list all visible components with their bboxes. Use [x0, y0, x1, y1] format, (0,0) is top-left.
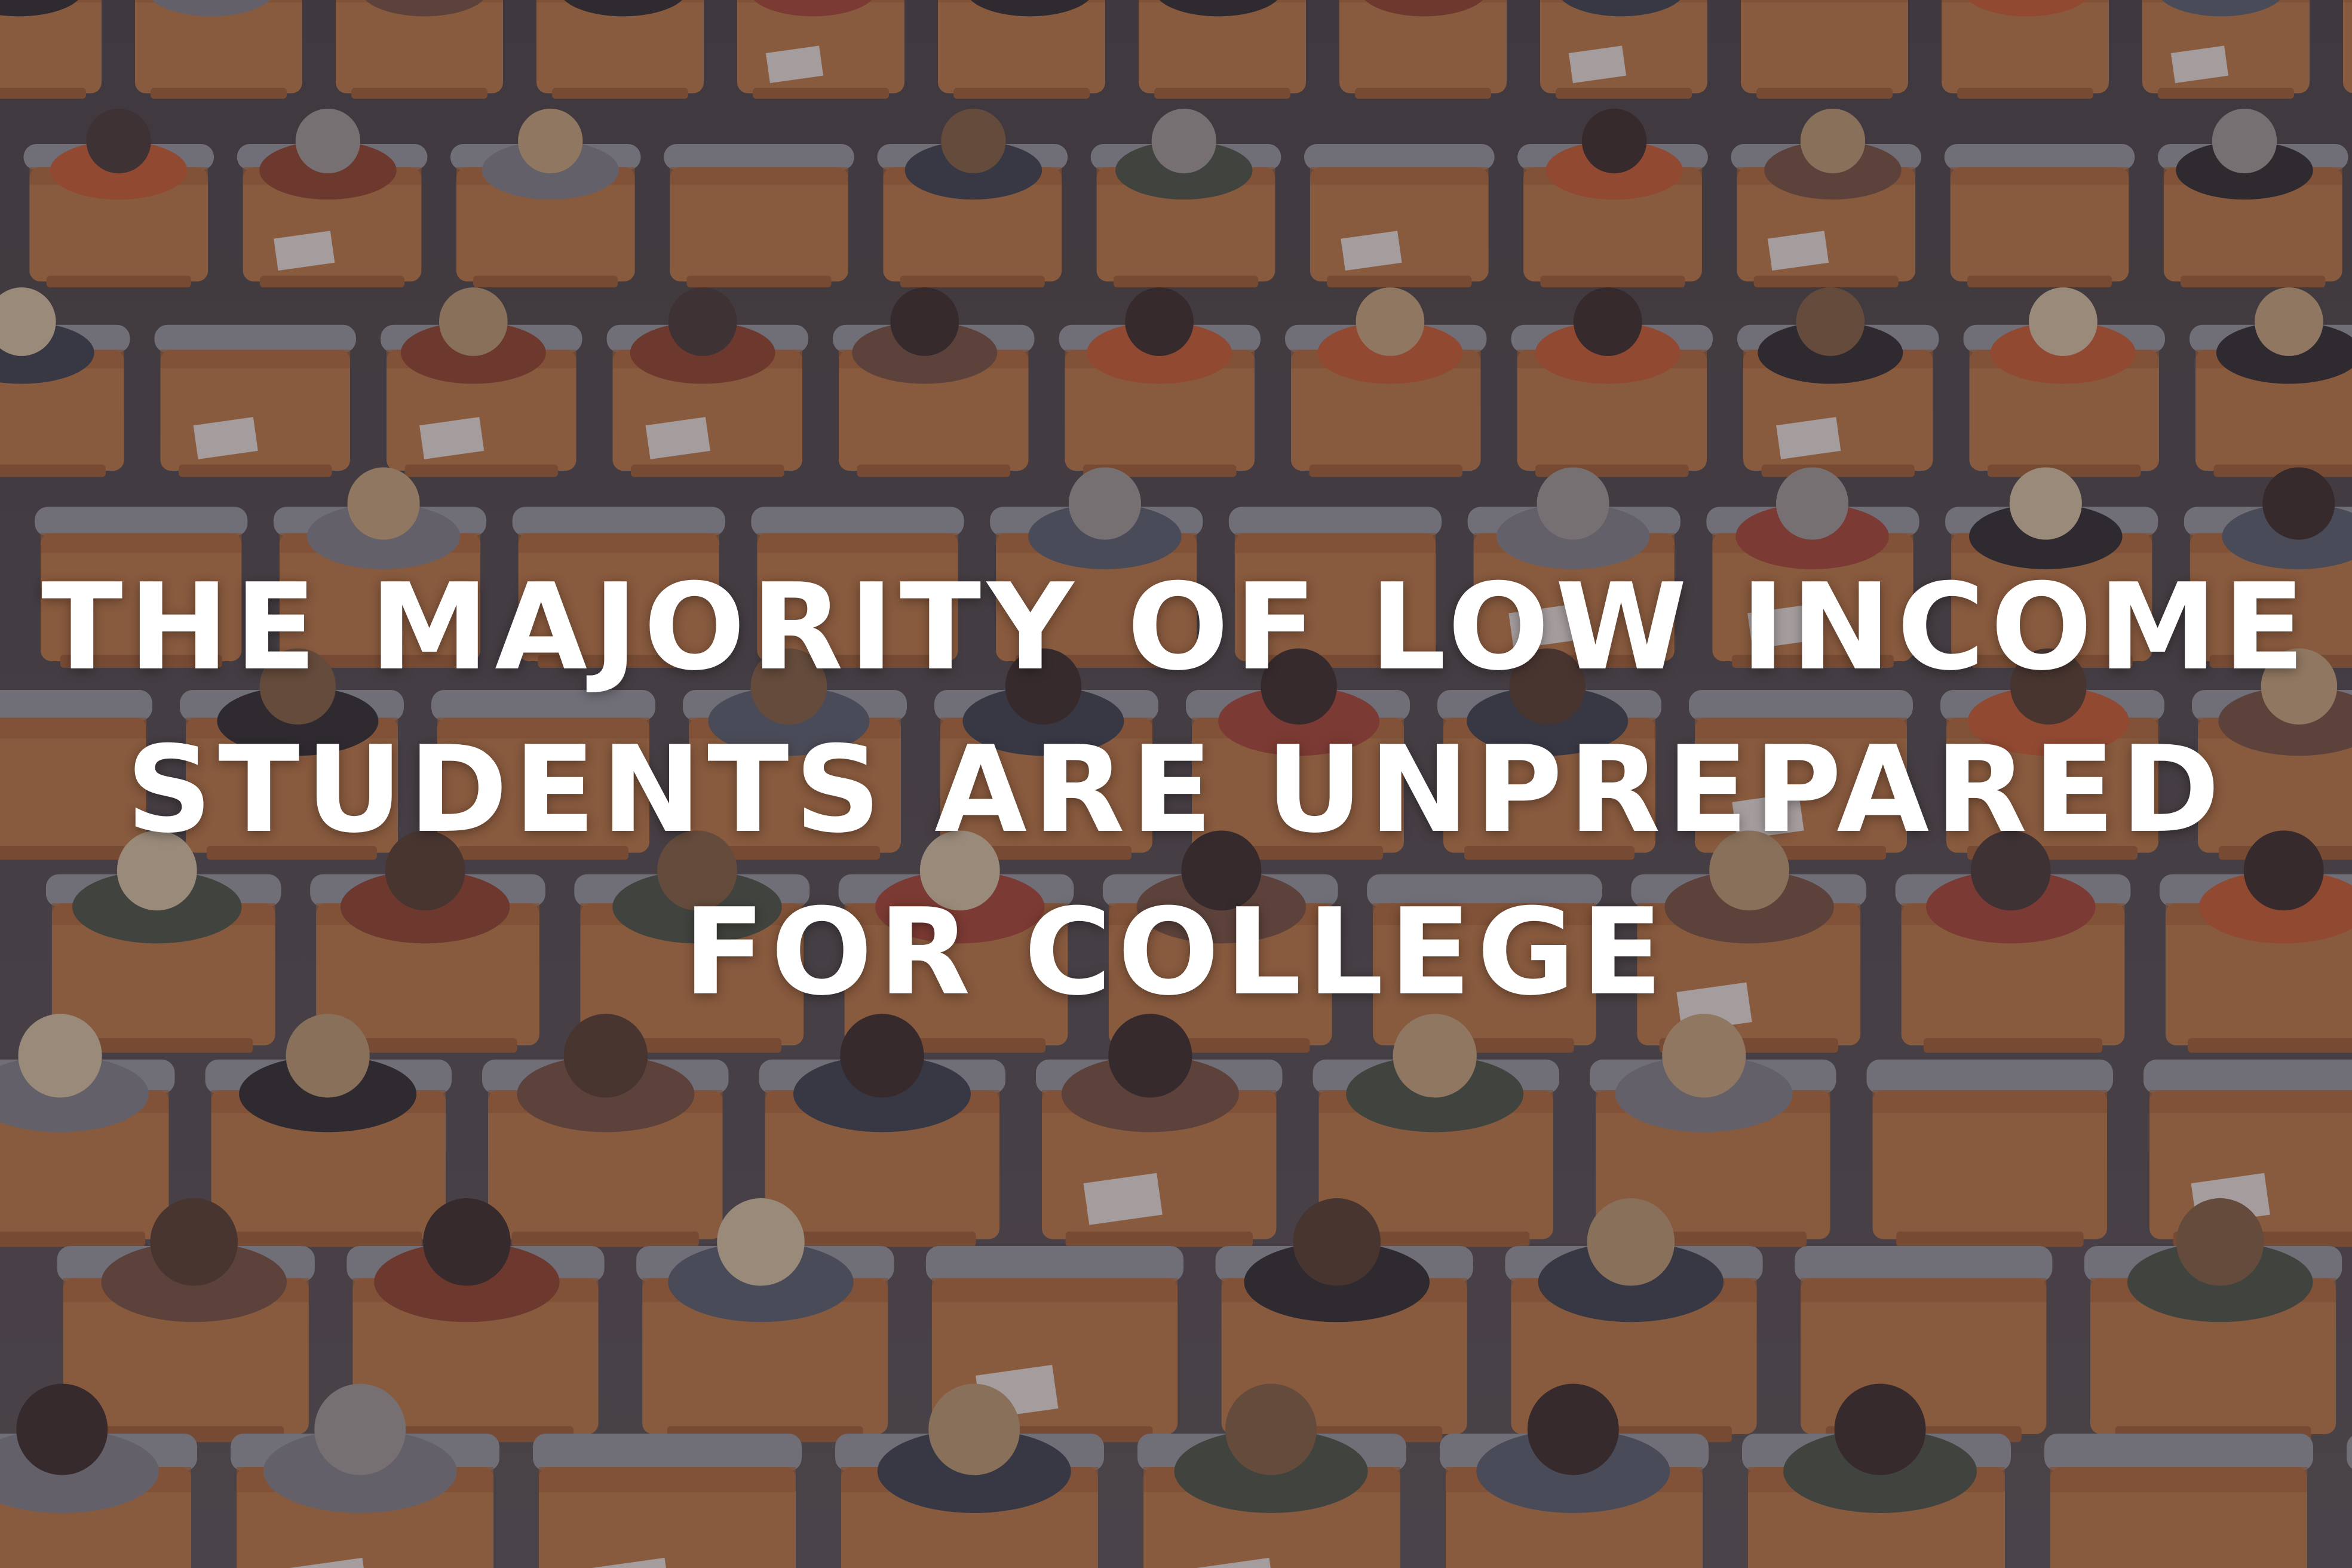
headline-line-3: FOR COLLEGE — [683, 883, 1669, 1022]
headline: THE MAJORITY OF LOW INCOME STUDENTS ARE … — [0, 547, 2352, 1034]
headline-line-1: THE MAJORITY OF LOW INCOME — [41, 558, 2311, 697]
headline-line-2: STUDENTS ARE UNPREPARED — [126, 720, 2226, 860]
